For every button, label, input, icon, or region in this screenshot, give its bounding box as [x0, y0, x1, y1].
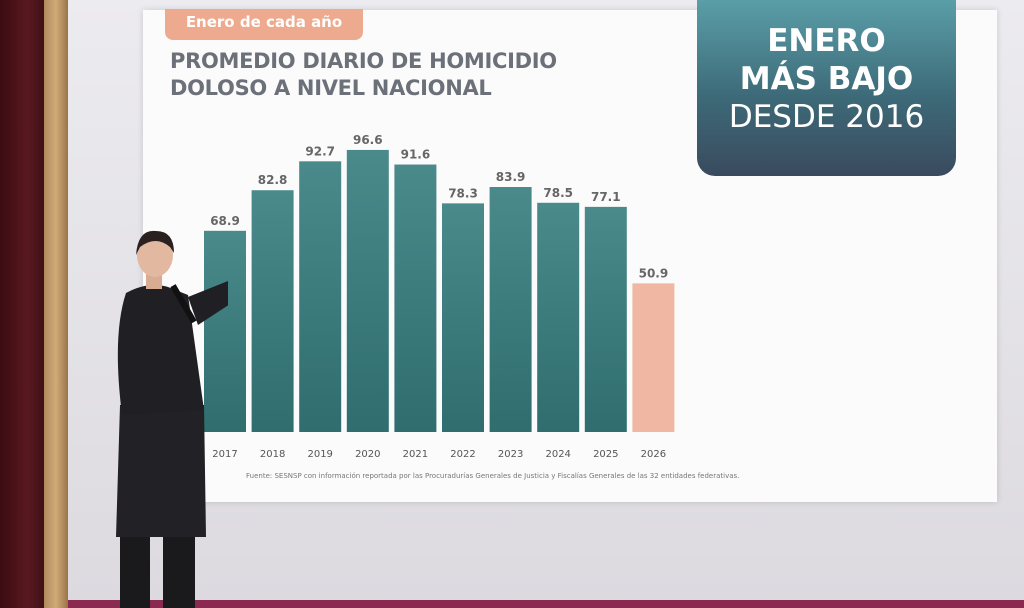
- bar-chart: 68.9 2017 82.8 2018 92.7 2019 96.6 2020 91.6 2021…: [204, 133, 675, 460]
- title-line-2: DOLOSO A NIVEL NACIONAL: [170, 76, 492, 100]
- wood-panel: [44, 0, 68, 608]
- bar-2026: [632, 283, 675, 432]
- x-tick-2018: 2018: [260, 449, 285, 460]
- subtitle-tag: Enero de cada año: [165, 9, 363, 40]
- x-tick-2026: 2026: [641, 449, 666, 460]
- callout-line-2: MÁS BAJO: [739, 61, 914, 97]
- bar-2021: [394, 164, 437, 432]
- curtain: [0, 0, 46, 608]
- x-tick-2024: 2024: [545, 449, 570, 460]
- bar-2025: [584, 206, 627, 432]
- data-label-2018: 82.8: [258, 173, 288, 187]
- data-label-2019: 92.7: [305, 144, 335, 158]
- x-tick-2017: 2017: [212, 449, 237, 460]
- data-label-2017: 68.9: [210, 214, 240, 228]
- bar-2020: [346, 149, 389, 433]
- callout-line-3: DESDE 2016: [728, 99, 925, 135]
- x-tick-2025: 2025: [593, 449, 618, 460]
- callout-box: ENERO MÁS BAJO DESDE 2016: [697, 0, 956, 176]
- chart-title: PROMEDIO DIARIO DE HOMICIDIO DOLOSO A NI…: [170, 48, 590, 102]
- callout-line-1: ENERO: [767, 23, 886, 59]
- x-tick-2023: 2023: [498, 449, 523, 460]
- x-tick-2019: 2019: [307, 449, 332, 460]
- data-label-2026: 50.9: [639, 266, 669, 280]
- x-tick-2020: 2020: [355, 449, 380, 460]
- data-label-2022: 78.3: [448, 186, 478, 200]
- title-line-1: PROMEDIO DIARIO DE HOMICIDIO: [170, 49, 557, 73]
- data-label-2025: 77.1: [591, 190, 621, 204]
- presenter: [116, 230, 228, 608]
- bar-2023: [489, 187, 532, 432]
- x-tick-2021: 2021: [403, 449, 428, 460]
- source-note: Fuente: SESNSP con información reportada…: [246, 472, 740, 480]
- bar-2019: [299, 161, 342, 433]
- bar-2022: [442, 203, 484, 432]
- bar-2018: [251, 190, 294, 432]
- stage-edge: [68, 600, 1024, 608]
- data-label-2021: 91.6: [401, 148, 431, 162]
- bar-2017: [204, 230, 246, 432]
- bar-2024: [537, 202, 580, 432]
- data-label-2020: 96.6: [353, 133, 383, 147]
- data-label-2024: 78.5: [543, 186, 573, 200]
- x-tick-2022: 2022: [450, 449, 475, 460]
- data-label-2023: 83.9: [496, 170, 526, 184]
